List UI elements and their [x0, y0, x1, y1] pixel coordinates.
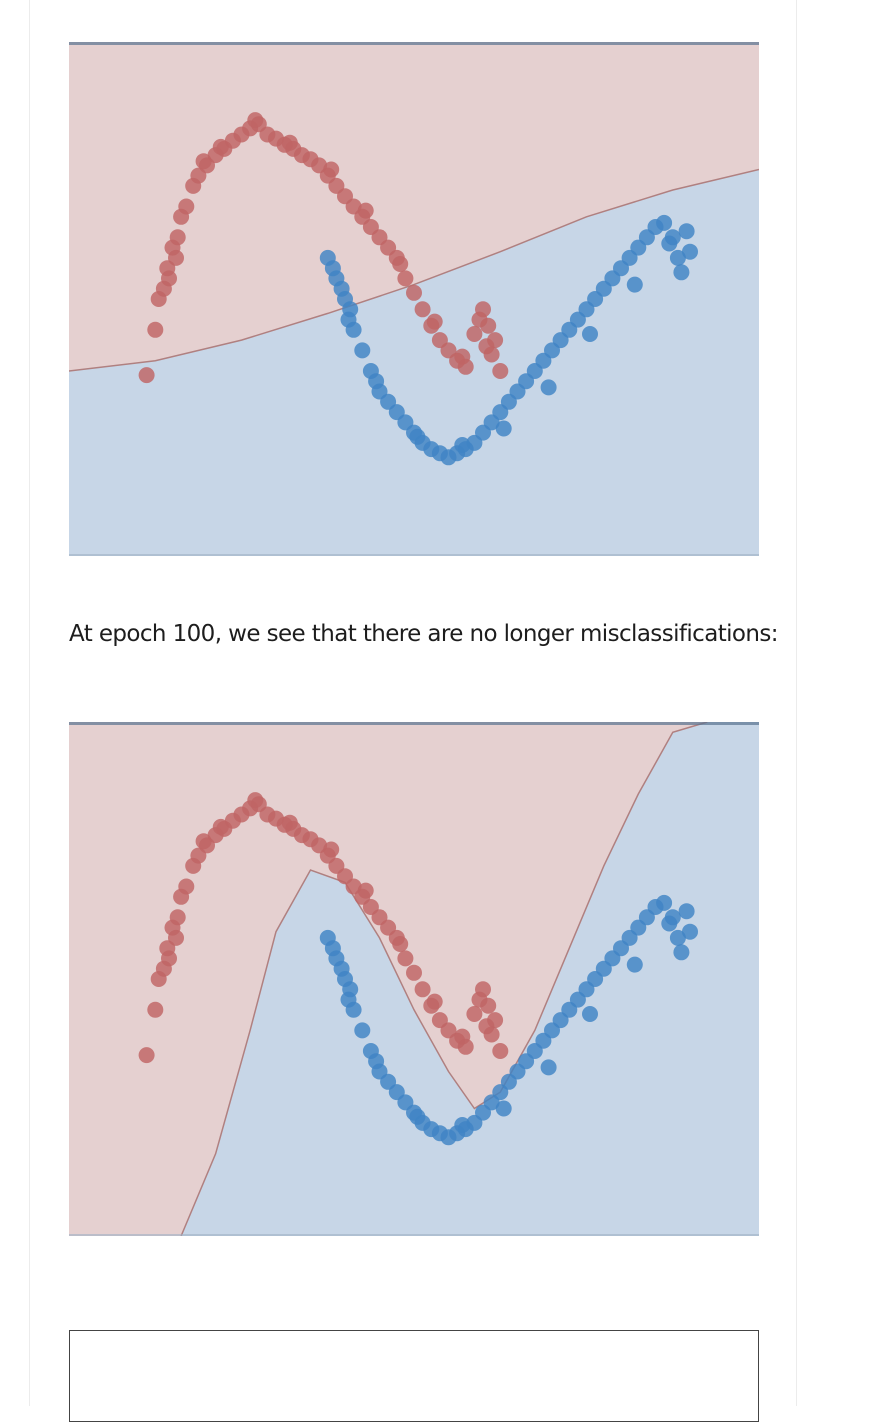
class-0-point — [195, 153, 212, 170]
decision-boundary-plot-epoch-100-svg — [69, 722, 759, 1236]
class-1-point — [454, 1117, 471, 1133]
decision-boundary-plot-epoch-100 — [69, 722, 759, 1236]
class-0-point — [168, 929, 184, 946]
class-1-point — [340, 991, 357, 1008]
class-1-point — [340, 311, 357, 328]
class-0-point — [281, 814, 298, 831]
class-0-point — [397, 950, 414, 967]
class-0-point — [414, 301, 431, 318]
plot-bottom-edge — [69, 554, 759, 556]
class-0-point — [392, 936, 409, 952]
class-0-point — [392, 256, 409, 272]
content-column-border-left — [29, 0, 30, 1406]
class-0-point — [492, 363, 509, 379]
class-1-point — [626, 276, 643, 293]
class-0-point — [487, 1012, 504, 1029]
class-0-point — [406, 964, 422, 981]
class-0-point — [357, 202, 374, 219]
class-0-point — [212, 138, 229, 155]
class-0-point — [178, 878, 195, 895]
class-0-point — [492, 1043, 509, 1059]
class-1-point — [682, 243, 698, 260]
class-1-point — [409, 1108, 426, 1125]
next-figure-frame — [69, 1330, 759, 1422]
class-1-point — [368, 373, 385, 390]
class-0-point — [466, 326, 483, 342]
class-1-point — [626, 956, 643, 973]
class-0-point — [147, 1001, 164, 1018]
class-1-point — [678, 903, 695, 920]
class-0-point — [426, 993, 443, 1010]
class-1-point — [656, 894, 673, 911]
class-1-point — [661, 915, 678, 932]
class-1-point — [673, 944, 690, 961]
class-0-point — [475, 301, 491, 318]
content-column-border-right — [796, 0, 797, 1406]
class-1-point — [495, 1100, 512, 1117]
class-1-point — [669, 249, 686, 266]
class-0-point — [483, 346, 500, 363]
class-1-point — [582, 1006, 598, 1022]
class-0-point — [281, 134, 298, 151]
class-0-point — [138, 367, 155, 384]
plot-top-edge — [69, 42, 759, 45]
class-0-point — [480, 317, 497, 334]
decision-boundary-line — [69, 168, 759, 372]
class-0-point — [323, 161, 340, 178]
class-1-point — [661, 235, 678, 252]
plot-bottom-edge — [69, 1234, 759, 1236]
class-0-point — [454, 1028, 471, 1045]
class-0-region — [69, 42, 759, 371]
class-1-point — [673, 264, 690, 281]
class-1-point — [669, 929, 686, 946]
class-0-point — [178, 198, 195, 215]
class-0-point — [454, 348, 471, 365]
class-0-point — [483, 1026, 500, 1043]
class-0-point — [247, 792, 264, 809]
decision-boundary-line — [180, 722, 708, 1236]
class-1-point — [354, 342, 371, 359]
class-1-point — [678, 223, 695, 240]
class-0-point — [414, 981, 431, 998]
class-0-point — [406, 284, 422, 301]
decision-boundary-plot-early-svg — [69, 42, 759, 556]
plot-top-edge — [69, 722, 759, 725]
class-0-point — [475, 981, 491, 998]
class-0-point — [487, 332, 504, 349]
class-0-point — [169, 229, 186, 246]
epoch-100-caption: At epoch 100, we see that there are no l… — [69, 621, 778, 647]
class-1-point — [540, 379, 557, 396]
class-1-point — [540, 1059, 557, 1076]
class-1-point — [682, 923, 698, 940]
class-0-region — [69, 722, 708, 1236]
class-0-point — [466, 1006, 483, 1022]
class-0-point — [147, 321, 164, 338]
class-0-point — [247, 112, 264, 129]
class-1-point — [409, 428, 426, 445]
class-1-point — [354, 1022, 371, 1039]
class-0-point — [426, 313, 443, 330]
class-0-point — [480, 997, 497, 1014]
class-0-point — [397, 270, 414, 287]
class-0-point — [169, 909, 186, 926]
class-0-point — [161, 270, 177, 287]
class-1-point — [582, 326, 598, 342]
class-0-point — [357, 882, 374, 899]
class-1-point — [656, 214, 673, 231]
class-1-point — [495, 420, 512, 437]
class-0-point — [161, 950, 177, 967]
class-0-point — [138, 1047, 155, 1064]
class-0-point — [195, 833, 212, 850]
class-0-point — [212, 818, 229, 835]
class-0-point — [323, 841, 340, 858]
class-1-point — [368, 1053, 385, 1070]
class-0-point — [168, 249, 184, 266]
class-1-point — [454, 437, 471, 453]
decision-boundary-plot-early — [69, 42, 759, 556]
